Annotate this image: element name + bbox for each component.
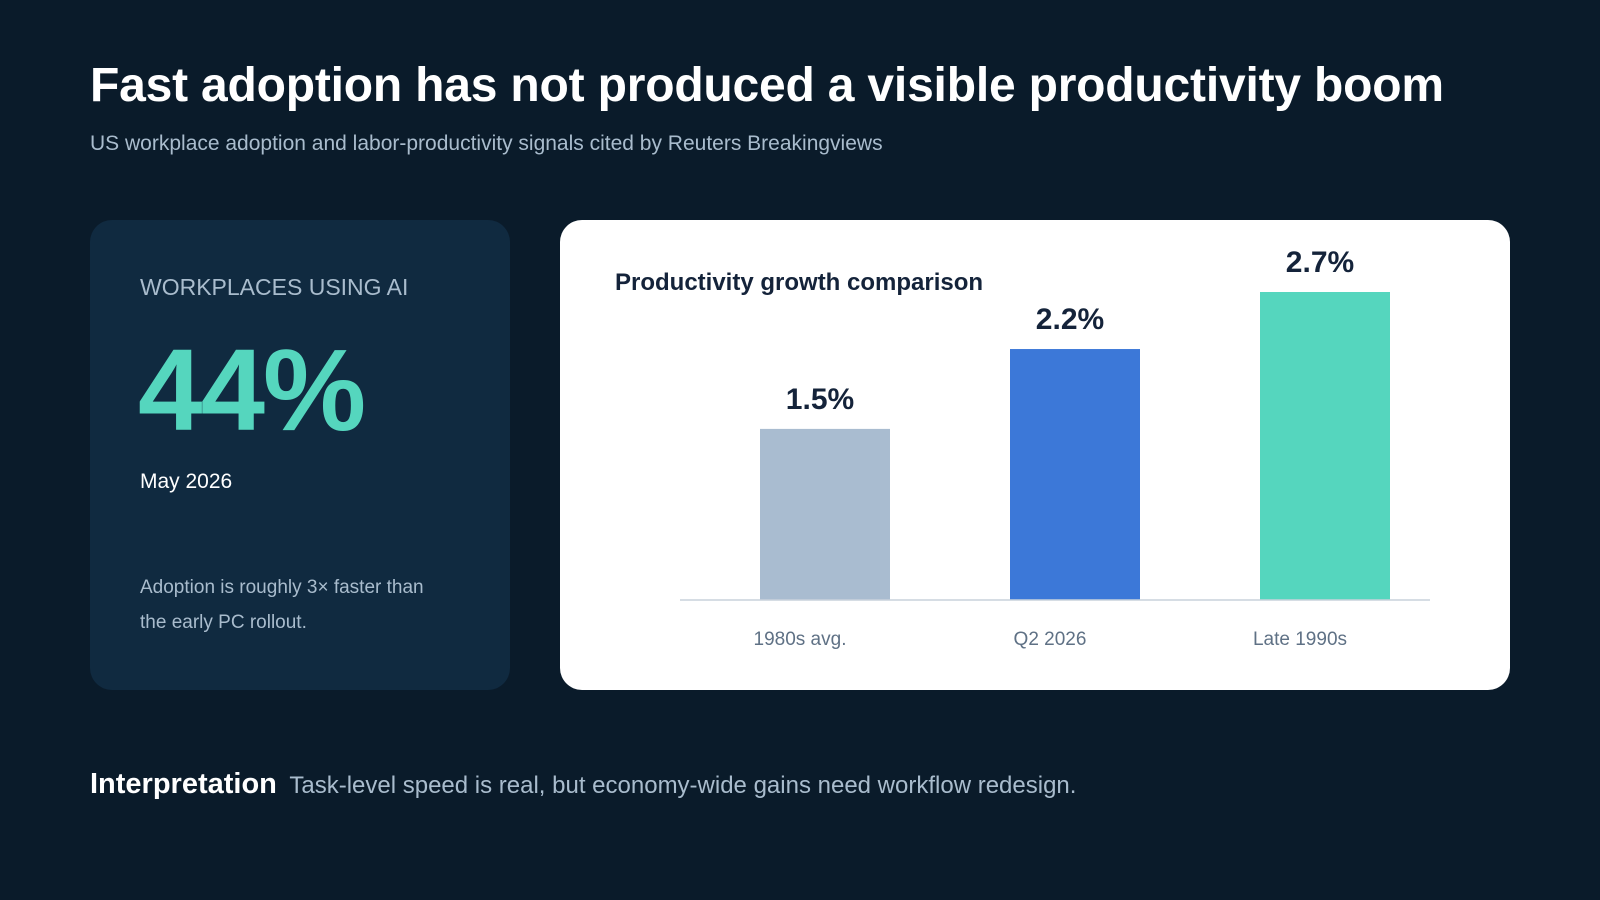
- chart-title: Productivity growth comparison: [615, 269, 983, 296]
- stat-label: WORKPLACES USING AI: [140, 274, 409, 300]
- stat-value: 44%: [138, 325, 366, 455]
- stat-note: Adoption is roughly 3× faster than the e…: [140, 577, 424, 633]
- x-tick-label-1: 1980s avg.: [754, 629, 847, 650]
- bar-value-label-3: 2.7%: [1286, 246, 1354, 279]
- page-subtitle: US workplace adoption and labor-producti…: [90, 132, 883, 155]
- page-title: Fast adoption has not produced a visible…: [90, 59, 1444, 112]
- productivity-bar-chart: Productivity growth comparison 1.5% 1980s…: [615, 246, 1430, 650]
- bar-2: [1010, 349, 1140, 600]
- interpretation-text: Task-level speed is real, but economy-wi…: [289, 772, 1077, 799]
- adoption-stat-card: WORKPLACES USING AI 44% May 2026 Adoptio…: [90, 220, 510, 690]
- interpretation-footer: Interpretation Task-level speed is real,…: [90, 768, 1076, 801]
- interpretation-label: Interpretation: [90, 768, 277, 800]
- bar-value-label-2: 2.2%: [1036, 303, 1104, 336]
- bar-1: [760, 428, 890, 600]
- bars-layer: 1.5% 1980s avg. 2.2% Q2 2026 2.7% Late 1990s: [754, 246, 1390, 650]
- stat-date: May 2026: [140, 470, 233, 493]
- bar-3: [1260, 292, 1390, 600]
- x-tick-label-2: Q2 2026: [1014, 629, 1087, 650]
- x-tick-label-3: Late 1990s: [1253, 629, 1347, 650]
- bar-value-label-1: 1.5%: [786, 383, 854, 416]
- productivity-chart-card: Productivity growth comparison 1.5% 1980s…: [560, 220, 1510, 690]
